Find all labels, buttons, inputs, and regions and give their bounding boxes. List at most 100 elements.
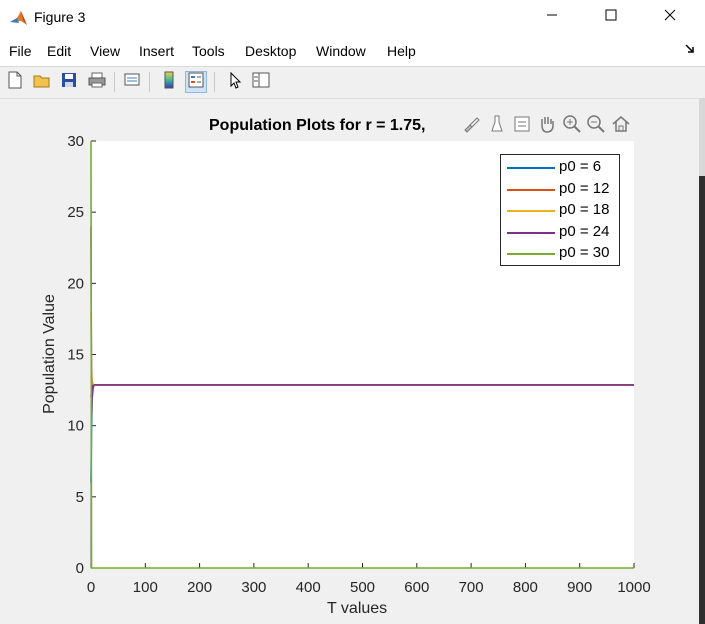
datatip-button[interactable] (511, 115, 533, 137)
minimize-button[interactable] (529, 0, 575, 34)
y-tick-label: 10 (67, 418, 84, 435)
menu-bar: File Edit View Insert Tools Desktop Wind… (0, 36, 705, 67)
series-line-5 (90, 140, 634, 569)
menu-window[interactable]: Window (316, 43, 366, 59)
brush-icon (462, 114, 482, 139)
legend-button[interactable] (185, 71, 207, 93)
legend-label: p0 = 12 (559, 180, 610, 197)
minimize-icon (546, 8, 558, 26)
y-axis-label: Population Value (41, 294, 58, 414)
legend-entry: p0 = 6 (506, 157, 616, 177)
x-tick-label: 200 (187, 579, 212, 596)
brush-button[interactable] (461, 115, 483, 137)
pan-button[interactable] (536, 115, 558, 137)
home-icon (611, 114, 631, 139)
menu-view[interactable]: View (90, 43, 121, 59)
legend-entry: p0 = 30 (506, 243, 616, 263)
series-line-3 (90, 311, 634, 386)
legend-entry: p0 = 12 (506, 179, 616, 199)
figure-toolbar (0, 67, 705, 99)
legend-line-swatch (507, 167, 555, 169)
property-inspector-button[interactable] (250, 71, 272, 93)
legend[interactable]: p0 = 6 p0 = 12 p0 = 18 p0 = 24 p0 = 30 (500, 154, 620, 266)
legend-line-swatch (507, 210, 555, 212)
legend-entry: p0 = 18 (506, 200, 616, 220)
x-tick-label: 900 (567, 579, 592, 596)
close-button[interactable] (647, 0, 693, 34)
legend-entry: p0 = 24 (506, 222, 616, 242)
window-title: Figure 3 (34, 9, 86, 25)
open-file-button[interactable] (31, 71, 53, 93)
new-figure-icon (6, 71, 24, 94)
save-button[interactable] (58, 71, 80, 93)
x-tick-label: 500 (350, 579, 375, 596)
link-plot-icon (123, 71, 141, 94)
edit-plot-cursor-icon (226, 71, 244, 94)
x-tick-label: 800 (513, 579, 538, 596)
menu-file[interactable]: File (9, 43, 32, 59)
y-tick-label: 25 (67, 204, 84, 221)
x-tick-label: 400 (296, 579, 321, 596)
legend-label: p0 = 18 (559, 201, 610, 218)
legend-line-swatch (507, 232, 555, 234)
x-tick-label: 700 (459, 579, 484, 596)
y-tick-label: 15 (67, 347, 84, 364)
y-tick-label: 5 (76, 489, 84, 506)
x-tick-label: 0 (87, 579, 95, 596)
x-tick-label: 1000 (617, 579, 650, 596)
toolbar-separator (114, 72, 115, 92)
toolbar-separator (214, 72, 215, 92)
data-tips-icon (487, 114, 507, 139)
new-figure-button[interactable] (4, 71, 26, 93)
y-tick-label: 30 (67, 133, 84, 150)
legend-line-swatch (507, 253, 555, 255)
background-window-edge-light (699, 98, 705, 176)
menu-help[interactable]: Help (387, 43, 416, 59)
axes-toolbar (461, 114, 633, 139)
plot-title: Population Plots for r = 1.75, (209, 117, 426, 134)
menu-tools[interactable]: Tools (192, 43, 225, 59)
datatip-icon (512, 114, 532, 139)
maximize-icon (605, 8, 617, 26)
colorbar-button[interactable] (158, 71, 180, 93)
toolbar-separator (149, 72, 150, 92)
x-tick-label: 300 (241, 579, 266, 596)
series-line-2 (90, 384, 634, 398)
dock-arrow-icon[interactable] (685, 44, 695, 57)
link-plot-button[interactable] (121, 71, 143, 93)
data-tips-button[interactable] (486, 115, 508, 137)
colorbar-icon (160, 71, 178, 94)
x-tick-label: 600 (404, 579, 429, 596)
print-icon (88, 71, 106, 94)
property-inspector-icon (252, 71, 270, 94)
maximize-button[interactable] (588, 0, 634, 34)
x-tick-label: 100 (133, 579, 158, 596)
series-line-1 (90, 384, 634, 483)
legend-line-swatch (507, 189, 555, 191)
legend-label: p0 = 30 (559, 244, 610, 261)
print-button[interactable] (86, 71, 108, 93)
menu-insert[interactable]: Insert (139, 43, 175, 59)
y-tick-label: 20 (67, 275, 84, 292)
window-titlebar: Figure 3 (0, 0, 705, 36)
zoom-out-icon (586, 114, 606, 139)
legend-label: p0 = 24 (559, 223, 610, 240)
zoom-in-icon (562, 114, 582, 139)
restore-view-button[interactable] (610, 115, 632, 137)
open-file-icon (33, 71, 51, 94)
legend-label: p0 = 6 (559, 158, 602, 175)
x-axis-label: T values (327, 600, 388, 617)
save-icon (60, 71, 78, 94)
edit-plot-button[interactable] (224, 71, 246, 93)
background-window-edge (699, 98, 705, 624)
y-tick-label: 0 (76, 560, 84, 577)
menu-desktop[interactable]: Desktop (245, 43, 297, 59)
matlab-logo-icon (9, 8, 29, 28)
pan-hand-icon (537, 114, 557, 139)
menu-edit[interactable]: Edit (47, 43, 72, 59)
zoom-in-button[interactable] (561, 114, 583, 139)
zoom-out-button[interactable] (585, 114, 607, 139)
close-icon (664, 8, 676, 26)
legend-icon (187, 71, 205, 94)
